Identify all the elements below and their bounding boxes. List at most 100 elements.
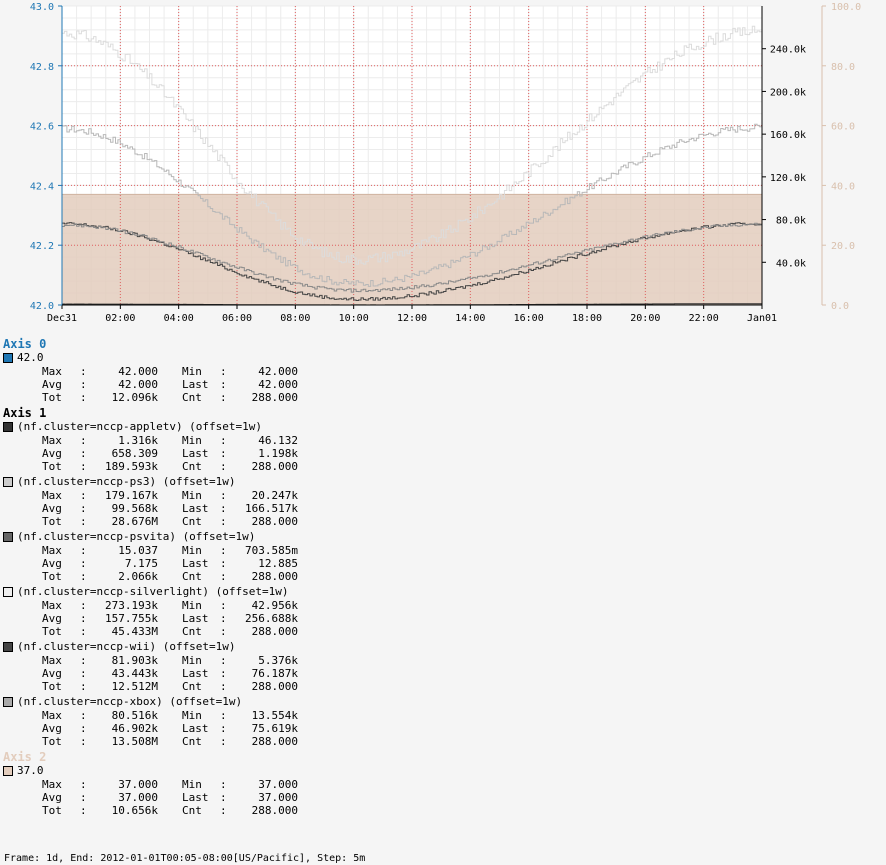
legend-entry-label: (nf.cluster=nccp-silverlight) (offset=1w… bbox=[17, 585, 289, 598]
legend-swatch bbox=[3, 477, 13, 487]
stat-separator: : bbox=[220, 391, 227, 404]
stat-value: 7.175 bbox=[124, 557, 158, 570]
x-tick-label: 18:00 bbox=[572, 313, 602, 324]
legend-entry-header: (nf.cluster=nccp-ps3) (offset=1w) bbox=[0, 475, 886, 489]
axis2-tick-label: 80.0 bbox=[831, 62, 855, 73]
stat-row: Max: 179.167k Min: 20.247k bbox=[42, 489, 886, 502]
stat-separator: : bbox=[80, 557, 87, 570]
stat-row: Max: 15.037 Min: 703.585m bbox=[42, 544, 886, 557]
legend-entry-label: (nf.cluster=nccp-xbox) (offset=1w) bbox=[17, 695, 243, 708]
legend-entry: (nf.cluster=nccp-silverlight) (offset=1w… bbox=[0, 585, 886, 638]
stat-separator: : bbox=[220, 434, 227, 447]
stat-label: Tot bbox=[42, 804, 62, 817]
time-series-chart: Dec31 02:00 04:00 06:00 08:00 10:00 12:00 14:00… bbox=[30, 2, 861, 324]
legend-stats: Max: 80.516k Min: 13.554k Avg: 46.902k Last: 75… bbox=[0, 709, 886, 748]
stat-value: 157.755k bbox=[105, 612, 158, 625]
stat-value: 288.000 bbox=[251, 570, 298, 583]
stat-label: Last bbox=[182, 791, 209, 804]
stat-label: Max bbox=[42, 599, 62, 612]
stat-label: Cnt bbox=[182, 460, 202, 473]
stat-value: 75.619k bbox=[251, 722, 298, 735]
stat-label: Tot bbox=[42, 735, 62, 748]
stat-row: Avg: 43.443k Last: 76.187k bbox=[42, 667, 886, 680]
stat-separator: : bbox=[80, 778, 87, 791]
axis0-tick-label: 42.6 bbox=[30, 122, 54, 133]
legend-swatch bbox=[3, 642, 13, 652]
stat-value: 42.000 bbox=[258, 378, 298, 391]
stat-separator: : bbox=[80, 570, 87, 583]
axis1-tick-label: 160.0k bbox=[770, 130, 806, 141]
legend-axis-group: Axis 2 37.0 Max: 37.000 Min: 37.000 Avg: 37.000… bbox=[0, 750, 886, 817]
stat-label: Avg bbox=[42, 447, 62, 460]
stat-label: Last bbox=[182, 612, 209, 625]
stat-label: Max bbox=[42, 709, 62, 722]
stat-separator: : bbox=[80, 460, 87, 473]
stat-label: Last bbox=[182, 378, 209, 391]
stat-value: 43.443k bbox=[111, 667, 158, 680]
stat-separator: : bbox=[80, 722, 87, 735]
x-tick-label: 20:00 bbox=[630, 313, 660, 324]
stat-value: 12.512M bbox=[111, 680, 158, 693]
stat-label: Cnt bbox=[182, 625, 202, 638]
stat-separator: : bbox=[220, 447, 227, 460]
stat-label: Avg bbox=[42, 378, 62, 391]
stat-separator: : bbox=[220, 709, 227, 722]
x-tick-label: 14:00 bbox=[455, 313, 485, 324]
stat-label: Tot bbox=[42, 515, 62, 528]
stat-value: 273.193k bbox=[105, 599, 158, 612]
stat-separator: : bbox=[220, 599, 227, 612]
legend-entry: 37.0 Max: 37.000 Min: 37.000 Avg: 37.000 Last: 3… bbox=[0, 764, 886, 817]
legend-entry: (nf.cluster=nccp-xbox) (offset=1w) Max: 80… bbox=[0, 695, 886, 748]
stat-separator: : bbox=[80, 599, 87, 612]
series-line-2 bbox=[62, 123, 763, 287]
stat-separator: : bbox=[80, 365, 87, 378]
legend-entry-header: 37.0 bbox=[0, 764, 886, 778]
stat-value: 37.000 bbox=[118, 791, 158, 804]
legend-swatch bbox=[3, 532, 13, 542]
stat-separator: : bbox=[220, 489, 227, 502]
stat-label: Cnt bbox=[182, 391, 202, 404]
axis0-tick-label: 42.4 bbox=[30, 181, 54, 192]
legend-entry-label: (nf.cluster=nccp-appletv) (offset=1w) bbox=[17, 420, 263, 433]
stat-row: Max: 1.316k Min: 46.132 bbox=[42, 434, 886, 447]
stat-label: Max bbox=[42, 434, 62, 447]
stat-label: Last bbox=[182, 722, 209, 735]
stat-value: 80.516k bbox=[111, 709, 158, 722]
stat-value: 1.198k bbox=[258, 447, 298, 460]
x-tick-label: 12:00 bbox=[397, 313, 427, 324]
x-tick-label: Jan01 bbox=[747, 313, 777, 324]
legend-entry: (nf.cluster=nccp-appletv) (offset=1w) Max… bbox=[0, 420, 886, 473]
x-tick-label: 10:00 bbox=[339, 313, 369, 324]
stat-label: Tot bbox=[42, 391, 62, 404]
stat-value: 288.000 bbox=[251, 804, 298, 817]
stat-separator: : bbox=[220, 625, 227, 638]
stat-label: Min bbox=[182, 434, 202, 447]
stat-separator: : bbox=[220, 557, 227, 570]
stat-value: 288.000 bbox=[251, 680, 298, 693]
stat-separator: : bbox=[80, 489, 87, 502]
stat-label: Avg bbox=[42, 502, 62, 515]
legend-axis-group: Axis 0 42.0 Max: 42.000 Min: 42.000 Avg: 42.000… bbox=[0, 337, 886, 404]
stat-label: Max bbox=[42, 489, 62, 502]
stat-row: Max: 273.193k Min: 42.956k bbox=[42, 599, 886, 612]
x-tick-label: 04:00 bbox=[164, 313, 194, 324]
stat-value: 179.167k bbox=[105, 489, 158, 502]
legend-stats: Max: 42.000 Min: 42.000 Avg: 42.000 Last: 42.00… bbox=[0, 365, 886, 404]
legend-axis-group: Axis 1 (nf.cluster=nccp-appletv) (offset=… bbox=[0, 406, 886, 748]
stat-value: 37.000 bbox=[118, 778, 158, 791]
stat-separator: : bbox=[80, 680, 87, 693]
legend-axis-title: Axis 2 bbox=[3, 750, 47, 764]
stat-separator: : bbox=[80, 391, 87, 404]
legend-entry-header: (nf.cluster=nccp-silverlight) (offset=1w… bbox=[0, 585, 886, 599]
stat-row: Max: 42.000 Min: 42.000 bbox=[42, 365, 886, 378]
stat-value: 42.000 bbox=[118, 365, 158, 378]
stat-label: Last bbox=[182, 557, 209, 570]
series-line-5 bbox=[62, 222, 763, 301]
stat-separator: : bbox=[80, 709, 87, 722]
stat-row: Max: 81.903k Min: 5.376k bbox=[42, 654, 886, 667]
stat-label: Avg bbox=[42, 612, 62, 625]
stat-value: 288.000 bbox=[251, 391, 298, 404]
stat-label: Last bbox=[182, 667, 209, 680]
legend-entry: 42.0 Max: 42.000 Min: 42.000 Avg: 42.000 Last: 4… bbox=[0, 351, 886, 404]
stat-label: Last bbox=[182, 502, 209, 515]
